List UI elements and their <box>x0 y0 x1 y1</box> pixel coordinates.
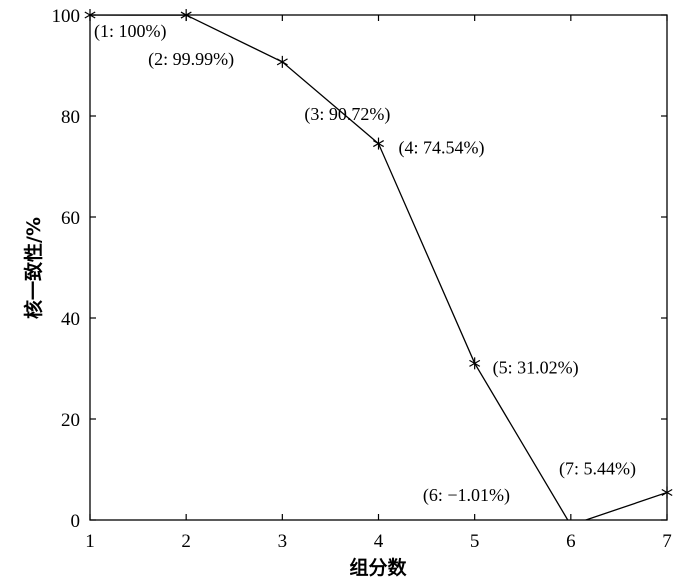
data-label: (6: −1.01%) <box>423 485 510 506</box>
y-tick-label: 0 <box>71 511 81 532</box>
data-label: (4: 74.54%) <box>399 138 485 159</box>
data-point-marker <box>373 137 384 150</box>
data-point-marker <box>661 486 673 499</box>
plot-frame <box>89 14 668 521</box>
data-label: (5: 31.02%) <box>493 357 579 378</box>
y-tick-label: 60 <box>61 208 80 229</box>
data-label-layer: (1: 100%) (2: 99.99%) (3: 90.72%) (4: 74.54… <box>94 21 636 506</box>
x-tick-label: 4 <box>374 531 384 552</box>
data-label: (7: 5.44%) <box>559 459 636 480</box>
data-label: (2: 99.99%) <box>148 49 234 70</box>
data-point-marker <box>180 9 192 22</box>
x-tick-label: 3 <box>278 531 288 552</box>
x-tick-label: 2 <box>181 531 191 552</box>
y-tick-label: 20 <box>61 410 80 431</box>
series-layer <box>90 15 667 520</box>
y-tick-label: 100 <box>52 6 81 27</box>
data-point-marker <box>276 55 288 68</box>
data-point-marker <box>469 357 481 370</box>
y-tick-label: 80 <box>61 107 80 128</box>
axis-ticks: 1 2 3 4 5 6 7 0 20 40 60 80 100 <box>52 6 672 552</box>
x-axis-title: 组分数 <box>349 556 407 579</box>
y-tick-label: 40 <box>61 309 80 330</box>
y-axis-title: 核一致性/% <box>22 217 45 319</box>
data-label: (1: 100%) <box>94 21 166 42</box>
x-tick-label: 6 <box>566 531 576 552</box>
x-tick-label: 5 <box>470 531 480 552</box>
data-label: (3: 90.72%) <box>304 104 390 125</box>
series-line <box>90 15 667 520</box>
x-tick-label: 1 <box>85 531 95 552</box>
data-point-marker <box>84 9 96 21</box>
x-tick-label: 7 <box>662 531 672 552</box>
marker-layer <box>84 9 673 499</box>
